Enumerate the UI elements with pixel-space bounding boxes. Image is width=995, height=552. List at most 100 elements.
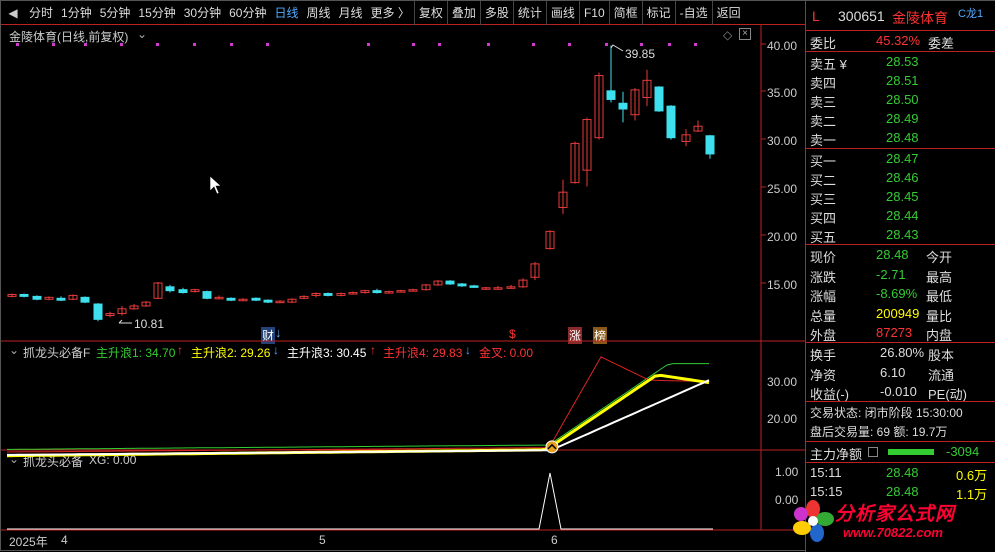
period-15min[interactable]: 15分钟: [138, 5, 176, 20]
tool-multi[interactable]: 多股: [479, 0, 513, 25]
period-tick[interactable]: 分时: [29, 5, 54, 20]
period-more[interactable]: 更多 〉: [370, 5, 410, 20]
indicator1-line3-arrow: ↑: [370, 343, 376, 357]
buy-level-price: 28.46: [886, 170, 919, 185]
low-pointer-head: [118, 319, 123, 324]
quote-row: 15:15 28.48 1.1万: [806, 483, 995, 502]
candle-body: [545, 230, 555, 250]
candle-body: [360, 290, 370, 294]
mouse-cursor-icon: [209, 175, 222, 195]
y-tick-25: 25.00: [767, 182, 798, 196]
tool-overlay[interactable]: 叠加: [446, 0, 480, 25]
candle-body: [582, 119, 592, 171]
candle-body: [469, 285, 479, 288]
buy-level-price: 28.43: [886, 227, 919, 242]
ind2-y-tick-0: 0.00: [775, 493, 799, 507]
period-monthly[interactable]: 月线: [338, 5, 363, 20]
signal-dot: [668, 43, 671, 46]
candle-body: [570, 142, 580, 184]
low-price-label: 10.81: [134, 317, 165, 331]
signal-dot: [84, 43, 87, 46]
weibi-label: 委比: [810, 36, 837, 51]
candle-body: [323, 293, 333, 296]
stock-code: 300651: [838, 8, 885, 24]
candle-body: [165, 286, 175, 292]
main-flow-value: -3094: [946, 444, 980, 459]
buy-level-label: 买三: [810, 192, 837, 207]
candle-body: [44, 296, 54, 300]
sell-level-price: 28.49: [886, 111, 919, 126]
indicator1-dropdown-icon[interactable]: ⌄: [9, 343, 20, 357]
quote-row: 买一 28.47: [806, 150, 995, 169]
stat2-right-label: PE(动): [928, 387, 968, 402]
candle-body: [7, 293, 17, 297]
candle-body: [141, 301, 151, 307]
diamond-icon[interactable]: ◇: [723, 28, 733, 42]
close-icon[interactable]: ×: [739, 28, 751, 40]
tool-draw[interactable]: 画线: [545, 0, 579, 25]
candle-body: [80, 296, 90, 303]
candle-body: [666, 105, 676, 139]
tick-price: 28.48: [886, 465, 919, 480]
stat-label: 外盘: [810, 328, 837, 343]
dollar-marker[interactable]: $: [509, 327, 516, 341]
main-flow-label: 主力净额: [810, 447, 863, 462]
title-dropdown-icon[interactable]: ⌄: [137, 27, 148, 41]
tick-volume: 0.6万: [956, 468, 988, 483]
period-5min[interactable]: 5分钟: [99, 5, 131, 20]
weibi-value: 45.32%: [876, 33, 921, 48]
tool-adjust[interactable]: 复权: [413, 0, 447, 25]
candle-body: [105, 313, 115, 317]
tool-watchlist[interactable]: -自选: [674, 0, 712, 25]
limit-up-marker[interactable]: 涨: [568, 327, 583, 344]
tool-return[interactable]: 返回: [711, 0, 745, 25]
candle-body: [348, 292, 358, 295]
chart-area[interactable]: [1, 1, 805, 552]
period-60min[interactable]: 60分钟: [229, 5, 267, 20]
stat-value: -8.69%: [876, 286, 918, 301]
tool-mark[interactable]: 标记: [641, 0, 675, 25]
candle-body: [190, 289, 200, 293]
stat-label: 现价: [810, 250, 837, 265]
period-daily[interactable]: 日线: [274, 5, 299, 20]
candle-body: [32, 295, 42, 300]
signal-dot: [694, 43, 697, 46]
indicator1-line1: 主升浪1: 34.70: [96, 346, 176, 360]
ranking-marker[interactable]: 榜: [593, 327, 608, 344]
tool-f10[interactable]: F10: [578, 0, 609, 25]
candle-body: [642, 79, 652, 99]
candle-body: [558, 191, 568, 208]
period-1min[interactable]: 1分钟: [61, 5, 92, 20]
indicator1-line2: 主升浪2: 29.26: [191, 346, 271, 360]
stat2-right-label: 流通: [928, 367, 955, 383]
high-pointer: [610, 44, 624, 52]
finance-marker[interactable]: 财: [261, 327, 276, 344]
tool-stats[interactable]: 统计: [512, 0, 546, 25]
candle-body: [93, 303, 103, 320]
candle-body: [421, 284, 431, 291]
candle-body: [518, 279, 528, 288]
stat-label: 总量: [810, 308, 837, 324]
quote-row: 买二 28.46: [806, 169, 995, 188]
tool-simple[interactable]: 简框: [608, 0, 642, 25]
candle-body: [396, 290, 406, 293]
quote-row: 现价 28.48 今开: [806, 246, 995, 265]
sell-level-label: 卖一: [810, 133, 837, 148]
period-30min[interactable]: 30分钟: [183, 5, 222, 20]
market-flag: L: [812, 8, 820, 24]
sell-level-price: 28.50: [886, 92, 919, 107]
main-flow-info-icon[interactable]: [868, 447, 878, 457]
candle-body: [287, 298, 297, 303]
indicator2-dropdown-icon[interactable]: ⌄: [9, 452, 20, 466]
back-icon[interactable]: ◀: [8, 5, 18, 20]
ind1-y-tick-20: 20.00: [767, 412, 798, 426]
period-weekly[interactable]: 周线: [306, 5, 331, 20]
signal-dot: [367, 43, 370, 46]
high-price-label: 39.85: [625, 47, 656, 61]
stock-tag[interactable]: C龙1: [958, 8, 984, 20]
signal-dot: [230, 43, 233, 46]
tick-price: 28.48: [886, 484, 919, 499]
candle-body: [493, 287, 503, 290]
candle-body: [129, 305, 139, 310]
y-tick-40: 40.00: [767, 39, 798, 53]
